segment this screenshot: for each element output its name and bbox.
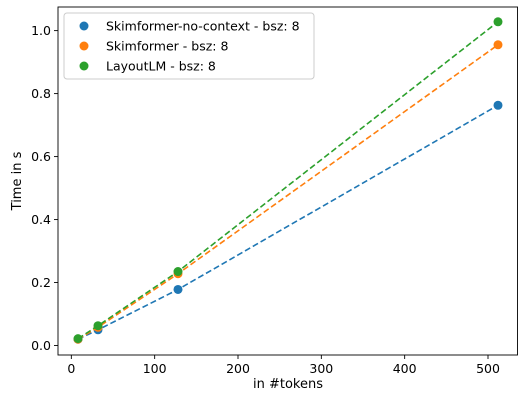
data-point [493, 40, 503, 50]
legend-marker [79, 41, 89, 51]
y-tick-label: 0.8 [31, 86, 51, 101]
y-tick-label: 0.2 [31, 275, 51, 290]
legend-marker [79, 61, 89, 71]
x-tick-label: 0 [67, 361, 75, 376]
legend-label: LayoutLM - bsz: 8 [106, 59, 216, 74]
data-point [73, 334, 83, 344]
series-layer [73, 17, 503, 344]
legend-label: Skimformer - bsz: 8 [106, 39, 228, 54]
x-tick-label: 400 [393, 361, 417, 376]
series-line [77, 44, 499, 340]
ticks-layer: 0 100 200 300 400 500 0.0 0.2 0.4 0.6 0.8 1.0 [31, 23, 500, 376]
series-line [77, 104, 499, 340]
y-tick-label: 0.4 [31, 212, 51, 227]
data-point [173, 267, 183, 277]
x-tick-label: 300 [309, 361, 333, 376]
y-tick-label: 0.0 [31, 338, 51, 353]
x-tick-label: 100 [143, 361, 167, 376]
data-point [493, 100, 503, 110]
series-line [77, 21, 499, 340]
legend-box [63, 12, 315, 80]
legend-marker [79, 21, 89, 31]
x-tick-label: 500 [476, 361, 500, 376]
y-tick-label: 1.0 [31, 23, 51, 38]
x-axis-label: in #tokens [253, 377, 323, 392]
legend: Skimformer-no-context - bsz: 8 Skimformer… [63, 12, 315, 80]
y-axis-label: Time in s [10, 151, 25, 211]
data-point [93, 321, 103, 331]
data-point [493, 17, 503, 27]
legend-label: Skimformer-no-context - bsz: 8 [106, 19, 300, 34]
y-tick-label: 0.6 [31, 149, 51, 164]
x-tick-label: 200 [226, 361, 250, 376]
data-point [173, 284, 183, 294]
